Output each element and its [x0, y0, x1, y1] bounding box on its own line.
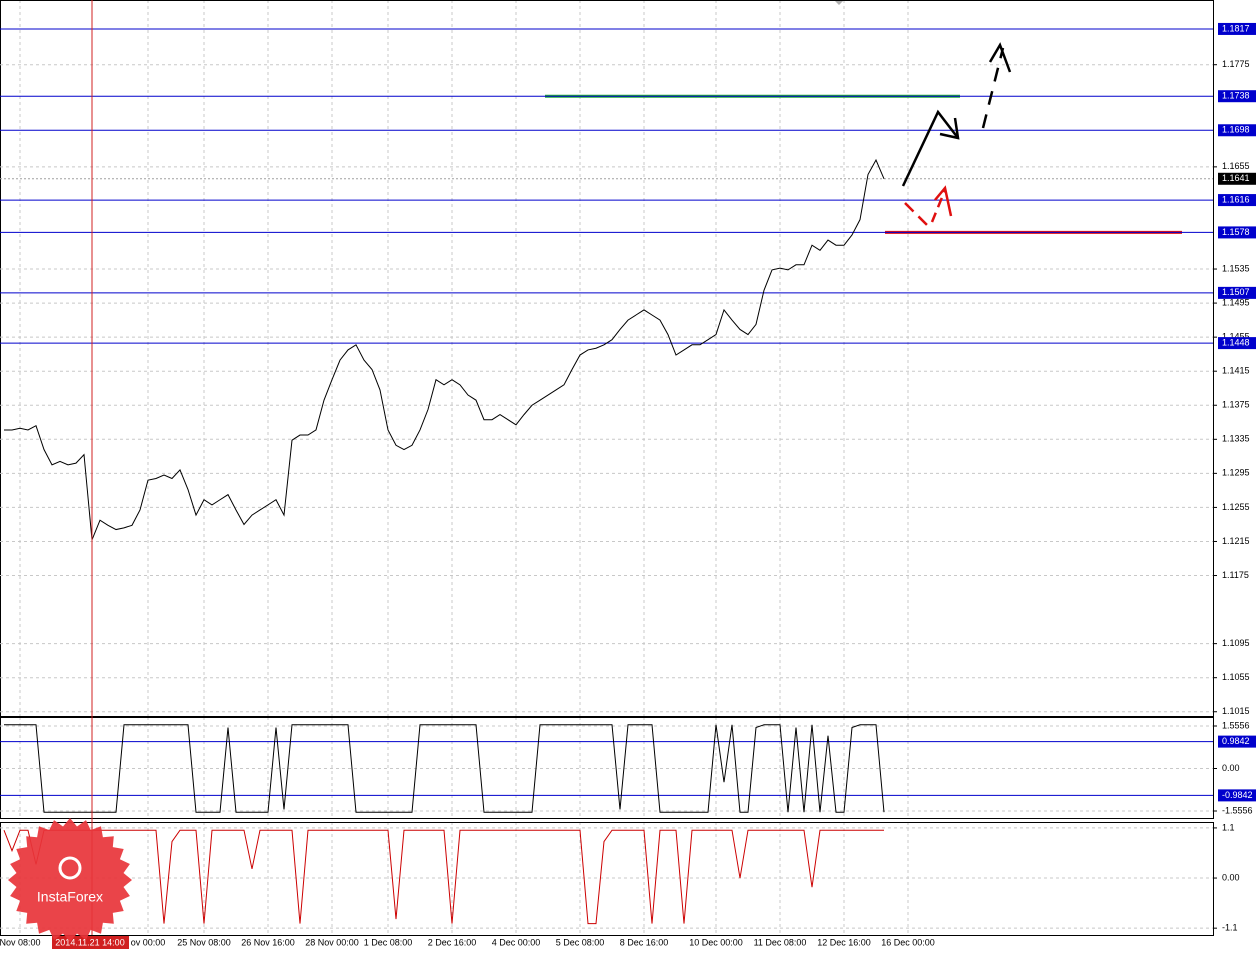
arrowhead: [939, 117, 960, 140]
x-tick-label: 16 Dec 00:00: [881, 937, 935, 947]
level-label-box: [1218, 124, 1256, 137]
logo-badge: [8, 818, 132, 942]
logo-text: InstaForex: [37, 889, 103, 905]
level-label-box: [1218, 337, 1256, 350]
arrowhead: [988, 42, 1012, 73]
x-tick-label: 12 Dec 16:00: [817, 937, 871, 947]
level-label: 1.1507: [1222, 287, 1250, 297]
forecast-arrows: [901, 42, 1012, 227]
level-label: 1.1738: [1222, 91, 1250, 101]
x-tick-label: 4 Dec 00:00: [492, 937, 541, 947]
y-tick-label: -1.1: [1222, 923, 1238, 933]
x-tick-label: ov 00:00: [131, 937, 166, 947]
level-label-box: [1218, 789, 1256, 802]
y-tick-label: 1.1415: [1222, 366, 1250, 376]
y-tick-label: 1.1335: [1222, 434, 1250, 444]
y-tick-label: 1.1055: [1222, 672, 1250, 682]
forecast-arrow: [981, 47, 1005, 129]
y-tick-label: 1.1255: [1222, 502, 1250, 512]
y-tick-label: 1.5556: [1222, 720, 1250, 730]
level-label: 1.1616: [1222, 194, 1250, 204]
crosshair-label: 2014.11.21 14:00: [55, 937, 124, 947]
scroll-marker: [834, 0, 844, 5]
x-tick-label: Nov 08:00: [0, 937, 41, 947]
level-label: 1.1817: [1222, 23, 1250, 33]
y-tick-label: 1.1655: [1222, 161, 1250, 171]
y-tick-label: 1.1455: [1222, 332, 1250, 342]
y-tick-label: 0.00: [1222, 763, 1240, 773]
y-tick-label: 1.1295: [1222, 468, 1250, 478]
y-tick-label: -1.5556: [1222, 805, 1253, 815]
y-tick-label: 0.00: [1222, 872, 1240, 882]
y-tick-label: 1.1215: [1222, 536, 1250, 546]
current-price-label: 1.1641: [1222, 173, 1250, 183]
level-label-box: [1218, 735, 1256, 748]
arrowhead: [934, 185, 953, 217]
forecast-arrow: [930, 189, 947, 223]
y-tick-label: 1.1: [1222, 822, 1235, 832]
y-tick-label: 1.1495: [1222, 297, 1250, 307]
level-label-box: [1218, 226, 1256, 239]
panel-frame: [0, 0, 1214, 717]
x-tick-label: 2 Dec 16:00: [428, 937, 477, 947]
level-label-box: [1218, 194, 1256, 207]
x-tick-label: 28 Nov 00:00: [305, 937, 359, 947]
forecast-arrow: [904, 202, 929, 227]
data-line: [4, 158, 885, 540]
level-label: 1.1698: [1222, 125, 1250, 135]
y-tick-label: 1.1375: [1222, 400, 1250, 410]
x-tick-label: 10 Dec 00:00: [689, 937, 743, 947]
level-label: -0.9842: [1222, 790, 1253, 800]
x-tick-label: 25 Nov 08:00: [177, 937, 231, 947]
forecast-arrow: [901, 109, 959, 187]
y-tick-label: 1.1775: [1222, 59, 1250, 69]
x-tick-label: 1 Dec 08:00: [364, 937, 413, 947]
level-label: 1.1578: [1222, 227, 1250, 237]
x-tick-label: 5 Dec 08:00: [556, 937, 605, 947]
level-label-box: [1218, 22, 1256, 35]
data-line: [4, 724, 885, 813]
x-tick-label: 8 Dec 16:00: [620, 937, 669, 947]
logo-emblem: [58, 856, 82, 880]
x-tick-label: 26 Nov 16:00: [241, 937, 295, 947]
level-label: 0.9842: [1222, 736, 1250, 746]
data-line: [3, 829, 884, 925]
x-tick-label: 11 Dec 08:00: [754, 937, 807, 947]
level-label-box: [1218, 286, 1256, 299]
y-tick-label: 1.1015: [1222, 706, 1250, 716]
y-tick-label: 1.1175: [1222, 570, 1249, 580]
y-tick-label: 1.1535: [1222, 263, 1250, 273]
level-label-box: [1218, 90, 1256, 103]
y-tick-label: 1.1095: [1222, 638, 1250, 648]
current-price-box: [1218, 172, 1256, 185]
level-label: 1.1448: [1222, 337, 1250, 347]
panel-frame: [0, 822, 1214, 936]
